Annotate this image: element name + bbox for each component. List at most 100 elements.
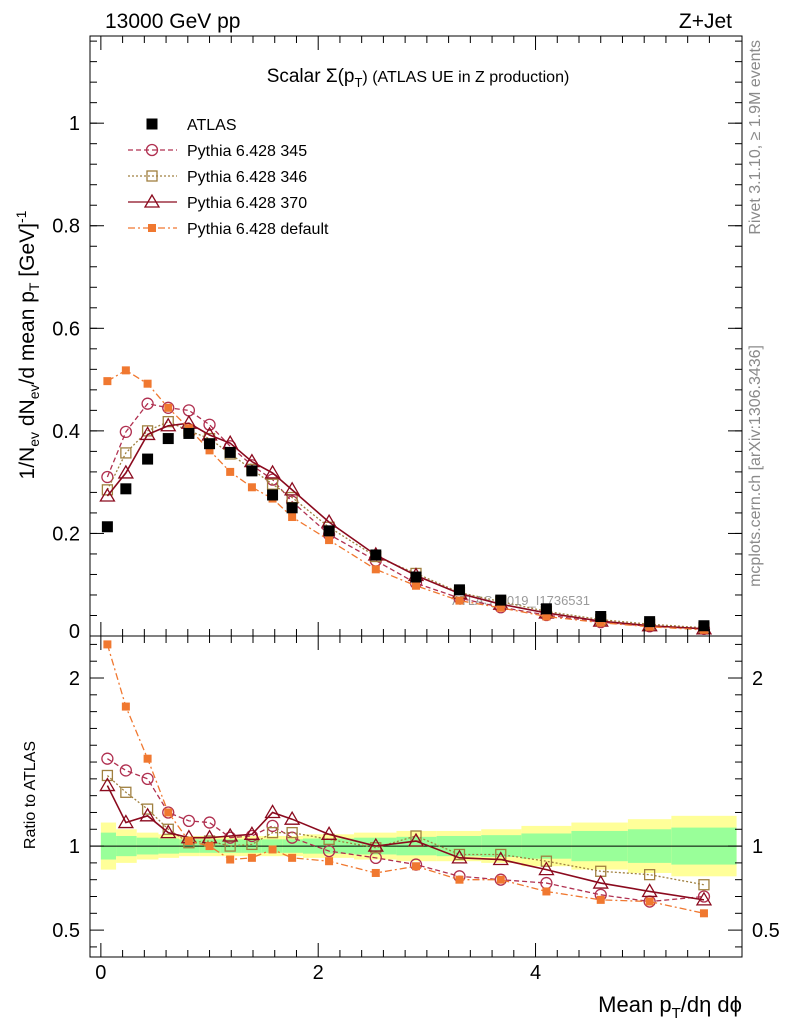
legend-label-p345: Pythia 6.428 345 <box>187 143 307 160</box>
point-p346 <box>120 447 132 459</box>
point-pdef <box>371 565 380 574</box>
series-line-p345 <box>106 402 704 630</box>
ratio-uncertainty-bands <box>90 815 742 877</box>
x-label-pre: Mean p <box>598 992 671 1017</box>
legend-label-p346: Pythia 6.428 346 <box>187 169 307 186</box>
legend-label-atlas: ATLAS <box>187 117 237 134</box>
ratio-point-p370 <box>538 861 555 876</box>
ratio-point-p346 <box>643 868 656 881</box>
ratio-point-p346 <box>266 826 279 839</box>
ratio-point-p370 <box>320 826 338 840</box>
y-tick-label: 0.6 <box>52 318 80 340</box>
ratio-point-pdef <box>596 895 605 904</box>
point-p345 <box>141 397 154 410</box>
series-line-p346 <box>106 420 705 629</box>
point-atlas <box>698 620 710 632</box>
point-atlas <box>370 549 382 561</box>
main-axes: 0.2 0.4 0.6 0.8 1 0 <box>52 36 742 643</box>
point-atlas <box>142 453 154 465</box>
point-pdef <box>325 536 334 545</box>
point-p370 <box>139 426 156 441</box>
ratio-point-p370 <box>117 814 134 829</box>
point-atlas <box>183 427 195 439</box>
ratio-point-p370 <box>160 824 177 839</box>
point-atlas <box>453 584 465 596</box>
legend-label-pdef: Pythia 6.428 default <box>187 221 329 238</box>
point-p345 <box>203 418 216 431</box>
ratio-panel-background <box>89 635 743 958</box>
x-tick-label: 2 <box>313 962 324 984</box>
chart-title: Scalar Σ(pT) (ATLAS UE in Z production) <box>267 66 570 90</box>
y-tick-label: 1 <box>69 113 80 135</box>
ratio-point-pdef <box>226 855 235 864</box>
ratio-point-p345 <box>203 816 216 829</box>
ratio-point-p370 <box>641 883 658 898</box>
rivet-label: Rivet 3.1.10, ≥ 1.9M events <box>747 40 764 235</box>
ratio-point-p345 <box>182 814 196 828</box>
point-pdef <box>496 603 505 612</box>
point-atlas <box>224 446 236 458</box>
ratio-point-p370 <box>592 874 609 889</box>
ratio-point-pdef <box>412 862 420 871</box>
ratio-point-pdef <box>645 897 654 906</box>
y-tick-label-right: 0.5 <box>752 920 780 942</box>
point-atlas <box>286 502 298 514</box>
ratio-point-pdef <box>121 702 130 711</box>
chart-title-post: ) (ATLAS UE in Z production) <box>362 69 569 86</box>
x-label-sub: T <box>672 1005 681 1022</box>
ratio-point-p346 <box>141 803 154 815</box>
point-atlas <box>595 611 607 623</box>
point-pdef <box>121 366 130 375</box>
point-pdef <box>455 596 464 605</box>
mcplots-label: mcplots.cern.ch [arXiv:1306.3436] <box>747 345 764 587</box>
analysis-watermark: ATLAS_2019_I1736531 <box>452 593 590 608</box>
ratio-point-p346 <box>453 848 466 861</box>
y-tick-label-right: 1 <box>752 836 763 858</box>
point-atlas <box>204 438 216 450</box>
ratio-point-p370 <box>283 810 301 825</box>
x-label-post: /dη dϕ <box>681 992 742 1017</box>
point-pdef <box>288 513 297 522</box>
point-p370 <box>117 464 134 479</box>
point-pdef <box>542 612 551 621</box>
legend-marker-p346 <box>146 170 158 182</box>
ratio-y-label: Ratio to ATLAS <box>22 741 39 849</box>
ratio-point-pdef <box>184 837 193 846</box>
process-label: Z+Jet <box>679 10 732 33</box>
ratio-point-p346 <box>698 879 710 891</box>
y-tick-label: 2 <box>69 668 80 690</box>
ratio-series-group <box>99 640 713 918</box>
point-p345 <box>119 425 133 439</box>
ratio-point-p346 <box>101 769 114 782</box>
ratio-point-p370 <box>222 827 239 842</box>
ratio-point-pdef <box>268 845 277 854</box>
point-pdef <box>226 467 235 476</box>
y-tick-label: 0.5 <box>52 920 80 942</box>
point-pdef <box>247 483 256 492</box>
series-line-pdef <box>107 369 705 631</box>
point-p346 <box>266 478 279 490</box>
point-atlas <box>267 489 279 501</box>
point-p370 <box>160 417 177 432</box>
ratio-point-pdef <box>103 640 112 649</box>
point-atlas <box>323 525 335 537</box>
y-tick-label: 0.4 <box>52 421 80 443</box>
ratio-point-p370 <box>451 849 468 864</box>
legend-label-p370: Pythia 6.428 370 <box>187 195 307 212</box>
ratio-line-pdef <box>106 644 705 914</box>
point-p370 <box>283 481 301 496</box>
main-series-group <box>99 366 713 635</box>
point-atlas <box>644 616 656 628</box>
ratio-point-pdef <box>496 875 505 884</box>
ratio-point-pdef <box>325 857 334 866</box>
x-axis-label: Mean pT/dη dϕ <box>598 992 742 1022</box>
point-pdef <box>412 581 420 590</box>
ratio-point-p370 <box>695 891 713 906</box>
legend-marker-atlas <box>146 118 158 130</box>
ratio-point-pdef <box>247 853 256 862</box>
point-p370 <box>99 487 116 502</box>
ratio-line-p346 <box>106 775 705 886</box>
ratio-point-p370 <box>264 804 281 819</box>
point-atlas <box>162 433 174 445</box>
